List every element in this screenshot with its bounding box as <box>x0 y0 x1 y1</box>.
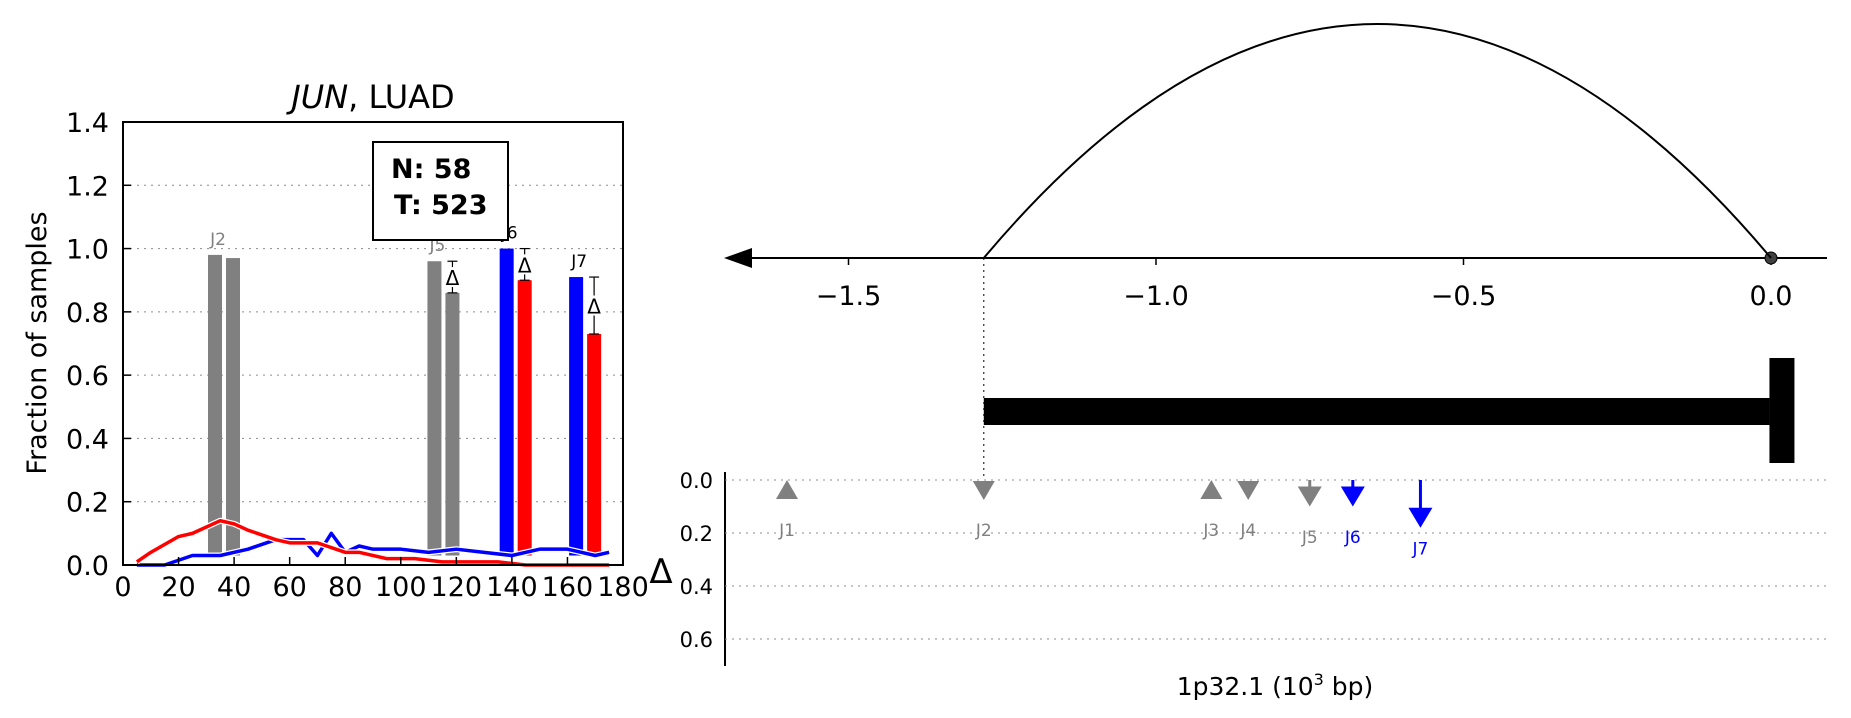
left-x-tick-label: 140 <box>486 572 538 603</box>
left-chart-title: JUN, LUAD <box>285 78 454 116</box>
left-y-axis-label: Fraction of samples <box>22 211 53 474</box>
legend-box: N: 58 T: 523 <box>372 141 509 241</box>
junction-label: J7 <box>1412 540 1429 560</box>
left-x-tick-label: 180 <box>597 572 649 603</box>
right-x-tick-label: −1.5 <box>816 281 882 312</box>
junction-shift-arrow <box>1340 486 1365 507</box>
delta-axis-label: Δ <box>649 552 672 592</box>
legend-normal-count: N: 58 <box>391 154 471 185</box>
junction-bar-label: J2 <box>209 230 226 250</box>
left-x-tick-label: 160 <box>542 572 594 603</box>
delta-tick-label: 0.0 <box>680 469 713 493</box>
junction-bar-label: J5 <box>429 236 446 256</box>
junction-label: J5 <box>1301 528 1318 548</box>
splice-arc <box>983 23 1772 259</box>
delta-marker-bg <box>585 295 604 316</box>
left-x-tick-label: 100 <box>375 572 427 603</box>
right-x-tick-label: −1.0 <box>1123 281 1189 312</box>
delta-marker: Δ <box>587 295 601 319</box>
junction-bar-normal <box>208 254 222 556</box>
delta-tick-label: 0.4 <box>680 575 713 599</box>
left-y-tick-label: 0.2 <box>66 488 109 519</box>
right-x-tick-label: −0.5 <box>1431 281 1497 312</box>
delta-marker: Δ <box>446 266 460 290</box>
delta-tick-label: 0.6 <box>680 628 713 652</box>
junction-marker-up <box>776 480 798 499</box>
delta-panel: 0.0 0.2 0.4 0.6 <box>680 469 1827 666</box>
left-y-tick-label: 1.2 <box>66 171 109 202</box>
gene-model <box>983 258 1795 480</box>
junction-bar-tumor <box>445 292 460 556</box>
genomic-axis: −1.5 −1.0 −0.5 0.0 <box>724 248 1827 312</box>
left-y-tick-label: 0.6 <box>66 361 109 392</box>
left-x-tick-label: 80 <box>328 572 362 603</box>
right-x-axis-label: 1p32.1 (103 bp) <box>1177 670 1374 701</box>
junction-label: J1 <box>778 521 795 541</box>
delta-marker: Δ <box>518 253 532 277</box>
junction-label: J3 <box>1202 521 1219 541</box>
left-y-tick-label: 1.4 <box>66 108 109 139</box>
junction-shift-arrow <box>1297 486 1322 507</box>
left-y-tick-label: 0.4 <box>66 424 109 455</box>
left-y-tick-label: 0.8 <box>66 298 109 329</box>
left-x-tick-label: 40 <box>217 572 251 603</box>
delta-marker-bg <box>515 254 534 275</box>
series-line-t <box>135 518 610 567</box>
legend-frame <box>372 141 509 241</box>
left-plot-frame <box>122 121 624 566</box>
left-y-tick-label: 0.0 <box>66 551 109 582</box>
junction-bar-normal <box>569 277 584 556</box>
junction-shift-arrow <box>1408 507 1433 528</box>
junction-bar-normal <box>427 261 442 556</box>
gene-bar <box>983 398 1770 425</box>
left-x-tick-label: 60 <box>272 572 306 603</box>
right-chart: −1.5 −1.0 −0.5 0.0 0.00.20.40.6 J1 J2 J3 J4 J5 J… <box>649 23 1827 701</box>
left-x-tick-label: 20 <box>161 572 195 603</box>
junction-bar-label: J7 <box>570 252 587 272</box>
left-axis-ticks: 0.00.20.40.60.81.01.21.40 20 40 60 80 100 120 1… <box>66 108 649 603</box>
left-y-tick-label: 1.0 <box>66 235 109 266</box>
junction-bar-tumor <box>587 334 602 556</box>
junction-marker-down <box>972 481 995 500</box>
junction-bar-tumor <box>226 258 240 556</box>
junction-label: J6 <box>1344 528 1361 548</box>
series-line-n <box>136 531 610 567</box>
left-series-lines <box>135 517 610 568</box>
junction-marker-up <box>1200 480 1223 499</box>
junction-label: J4 <box>1239 521 1256 541</box>
axis-arrow-head <box>724 248 752 268</box>
gene-end-cap <box>1769 358 1795 463</box>
legend-tumor-count: T: 523 <box>394 190 488 221</box>
junction-markers: J1 J2 J3 J4 J5 J6 J7 <box>776 480 1433 560</box>
junction-marker-down <box>1237 481 1260 500</box>
left-x-tick-label: 120 <box>431 572 483 603</box>
left-x-tick-label: 0 <box>114 572 131 603</box>
junction-label: J2 <box>975 521 992 541</box>
delta-marker-bg <box>443 267 462 288</box>
junction-bar-normal <box>499 248 514 556</box>
delta-tick-label: 0.2 <box>680 522 713 546</box>
junction-bar-tumor <box>517 280 532 556</box>
right-x-tick-label: 0.0 <box>1750 281 1793 312</box>
